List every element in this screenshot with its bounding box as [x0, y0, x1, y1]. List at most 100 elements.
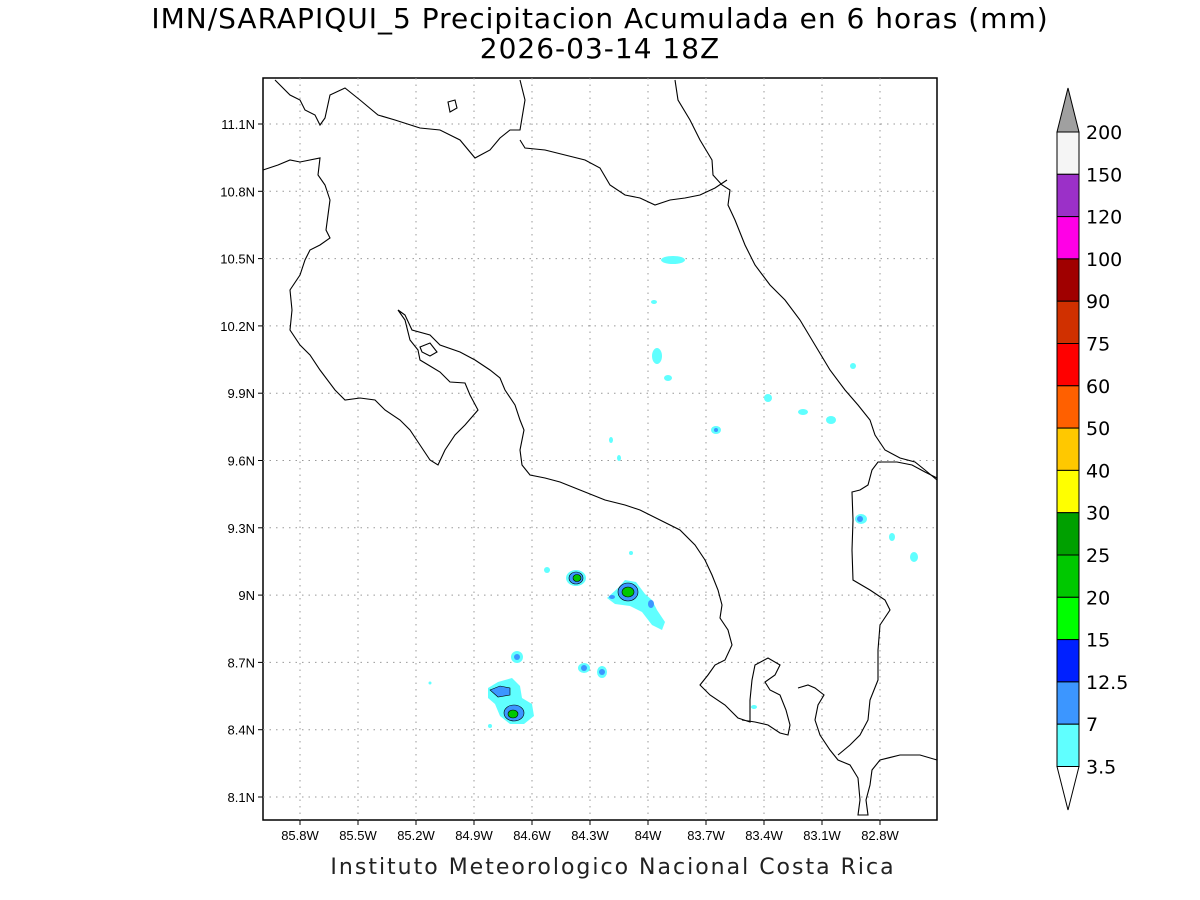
- longitude-tick-label: 83.7W: [687, 828, 725, 843]
- small-island: [447, 99, 458, 113]
- colorbar-swatch: [1056, 300, 1080, 345]
- colorbar-swatch: [1056, 343, 1080, 387]
- colorbar-swatch: [1056, 512, 1080, 556]
- colorbar-swatch: [1056, 554, 1080, 598]
- osa-peninsula: [797, 684, 938, 816]
- precip-cell: [889, 533, 895, 541]
- precip-cell: [609, 437, 613, 443]
- map-frame: [262, 77, 938, 821]
- precip-cell: [910, 552, 918, 562]
- lake-nicaragua-coast: [274, 79, 526, 159]
- colorbar-swatch: [1056, 216, 1080, 260]
- precip-cell: [664, 375, 672, 381]
- longitude-tick-label: 84W: [635, 828, 662, 843]
- small-lake: [419, 342, 438, 357]
- precip-cell: [514, 654, 520, 660]
- colorbar-level-label: 150: [1086, 164, 1122, 186]
- page-subtitle: 2026-03-14 18Z: [479, 32, 721, 65]
- longitude-tick-label: 84.6W: [513, 828, 551, 843]
- precip-cell: [652, 348, 662, 364]
- latitude-tick-label: 8.1N: [228, 790, 255, 805]
- precip-cell: [857, 516, 863, 522]
- latitude-tick-label: 9.6N: [228, 454, 255, 469]
- latitude-tick-label: 10.5N: [220, 252, 255, 267]
- precip-cell: [661, 256, 685, 264]
- colorbar-swatch: [1056, 258, 1080, 302]
- longitude-tick-label: 84.9W: [455, 828, 493, 843]
- latitude-tick-label: 8.4N: [228, 723, 255, 738]
- latitude-tick-labels: 11.1N 10.8N 10.5N 10.2N 9.9N 9.6N 9.3N 9N 8.7N 8.…: [220, 117, 255, 805]
- longitude-tick-label: 83.4W: [745, 828, 783, 843]
- colorbar-top-arrow: [1056, 87, 1080, 133]
- colorbar-level-label: 90: [1086, 291, 1110, 313]
- longitude-tick-label: 83.1W: [803, 828, 841, 843]
- colorbar: 200 150 120 100 90 75 60 50 40 30 25 20 15 12.5 7 3.5: [1056, 87, 1128, 811]
- colorbar-swatch: [1056, 385, 1080, 429]
- page-title: IMN/SARAPIQUI_5 Precipitacion Acumulada …: [151, 2, 1049, 35]
- longitude-tick-label: 85.5W: [339, 828, 377, 843]
- latitude-tick-label: 11.1N: [221, 117, 255, 132]
- latitude-tick-label: 9.3N: [228, 521, 255, 536]
- colorbar-level-label: 7: [1086, 714, 1098, 736]
- precip-cell: [850, 363, 856, 369]
- latitude-tick-label: 10.8N: [220, 184, 255, 199]
- colorbar-level-label: 40: [1086, 460, 1110, 482]
- precip-cell: [544, 567, 550, 573]
- precip-cell: [488, 724, 492, 728]
- longitude-tick-label: 84.3W: [571, 828, 609, 843]
- precip-cell: [617, 455, 621, 461]
- precip-cell: [714, 428, 718, 432]
- longitude-tick-label: 82.8W: [861, 828, 899, 843]
- longitude-tick-labels: 85.8W 85.5W 85.2W 84.9W 84.6W 84.3W 84W 83.7W 83…: [281, 828, 899, 843]
- colorbar-level-label: 20: [1086, 587, 1110, 609]
- latitude-tick-label: 9.9N: [228, 386, 255, 401]
- colorbar-level-label: 3.5: [1086, 757, 1116, 779]
- colorbar-level-label: 200: [1086, 122, 1122, 144]
- colorbar-level-label: 75: [1086, 334, 1110, 356]
- colorbar-swatch: [1056, 469, 1080, 514]
- colorbar-level-label: 25: [1086, 545, 1110, 567]
- longitude-tick-label: 85.2W: [397, 828, 435, 843]
- precip-cell: [489, 685, 511, 698]
- colorbar-level-label: 30: [1086, 503, 1110, 525]
- longitude-tick-label: 85.8W: [281, 828, 319, 843]
- precip-cell: [651, 300, 657, 304]
- colorbar-swatch: [1056, 427, 1080, 471]
- precip-cell: [572, 574, 582, 582]
- latitude-tick-label: 8.7N: [228, 655, 255, 670]
- precip-cell: [826, 416, 836, 424]
- colorbar-level-label: 12.5: [1086, 672, 1128, 694]
- precip-cell: [621, 586, 635, 598]
- panama-border: [837, 461, 938, 756]
- precip-cell: [629, 551, 633, 555]
- precip-cell: [609, 595, 615, 599]
- precip-cell: [648, 600, 654, 608]
- colorbar-swatch: [1056, 723, 1080, 768]
- precip-cell: [581, 665, 587, 671]
- precip-cell: [751, 705, 757, 709]
- colorbar-level-label: 15: [1086, 630, 1110, 652]
- colorbar-swatch: [1056, 131, 1080, 175]
- colorbar-level-label: 100: [1086, 249, 1122, 271]
- pacific-coast-north: [262, 157, 791, 736]
- latitude-tick-label: 10.2N: [220, 319, 255, 334]
- precip-cell: [507, 709, 519, 719]
- colorbar-level-label: 50: [1086, 418, 1110, 440]
- caribbean-coast: [674, 79, 938, 481]
- colorbar-swatch: [1056, 173, 1080, 218]
- precip-cell: [428, 681, 432, 685]
- precip-cell: [599, 669, 605, 675]
- colorbar-level-label: 60: [1086, 376, 1110, 398]
- precip-cell: [764, 394, 772, 402]
- colorbar-swatch: [1056, 596, 1080, 641]
- footer-credit: Instituto Meteorologico Nacional Costa R…: [330, 855, 896, 880]
- coastlines: [262, 79, 938, 816]
- colorbar-level-label: 120: [1086, 207, 1122, 229]
- colorbar-swatch: [1056, 639, 1080, 683]
- colorbar-bottom-arrow: [1056, 766, 1080, 811]
- colorbar-swatch: [1056, 681, 1080, 725]
- latitude-tick-label: 9N: [238, 588, 255, 603]
- precip-cell: [798, 409, 808, 415]
- nicaragua-border: [519, 139, 728, 206]
